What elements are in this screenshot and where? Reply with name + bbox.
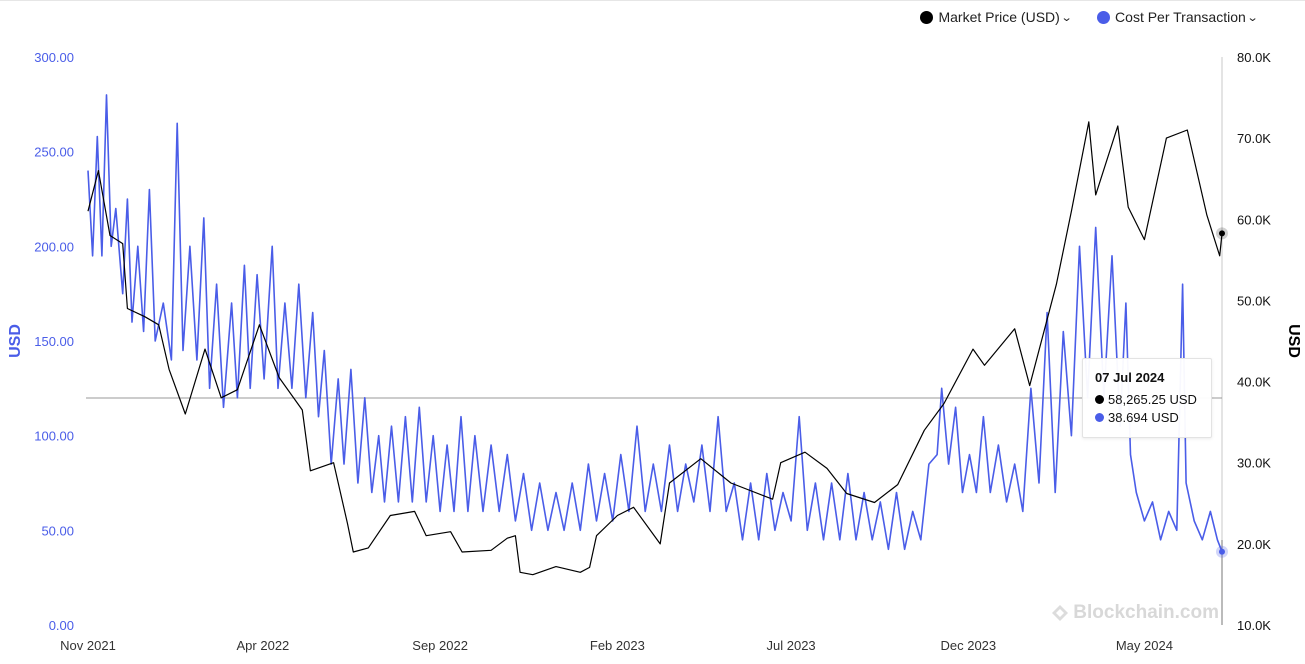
legend-item-market-price[interactable]: Market Price (USD) ⌄ bbox=[920, 9, 1073, 25]
watermark-text: Blockchain.com bbox=[1073, 602, 1219, 623]
y-right-tick-label: 30.0K bbox=[1237, 456, 1271, 471]
y-left-tick-label: 250.00 bbox=[34, 145, 74, 160]
legend-label-cost-per-transaction: Cost Per Transaction bbox=[1115, 9, 1246, 25]
legend-dot-market-price bbox=[920, 10, 934, 24]
tooltip-market-price: 58,265.25 USD bbox=[1108, 392, 1197, 407]
x-tick-label: Sep 2022 bbox=[412, 638, 468, 653]
y-right-tick-label: 80.0K bbox=[1237, 50, 1271, 65]
y-right-tick-label: 40.0K bbox=[1237, 375, 1271, 390]
y-right-tick-label: 60.0K bbox=[1237, 212, 1271, 227]
y-left-tick-label: 0.00 bbox=[49, 618, 74, 633]
x-tick-label: Nov 2021 bbox=[60, 638, 116, 653]
x-tick-label: Apr 2022 bbox=[237, 638, 290, 653]
y-axis-right-label: USD bbox=[1285, 324, 1302, 358]
x-tick-label: Jul 2023 bbox=[767, 638, 816, 653]
blockchain-logo-icon bbox=[1052, 605, 1069, 621]
marker-cost-per-transaction bbox=[1219, 548, 1225, 555]
legend-dot-cost-per-transaction bbox=[1097, 10, 1111, 24]
tooltip-cost-per-tx: 38.694 USD bbox=[1108, 410, 1179, 425]
y-left-tick-label: 150.00 bbox=[34, 334, 74, 349]
y-right-tick-label: 10.0K bbox=[1237, 618, 1271, 633]
marker-market-price bbox=[1219, 230, 1225, 237]
legend-label-market-price: Market Price (USD) bbox=[938, 9, 1060, 25]
y-left-tick-label: 50.00 bbox=[41, 523, 74, 538]
y-left-tick-label: 200.00 bbox=[34, 239, 74, 254]
x-tick-label: May 2024 bbox=[1116, 638, 1173, 653]
x-tick-label: Feb 2023 bbox=[590, 638, 645, 653]
series-line-cost-per-transaction bbox=[87, 94, 1223, 552]
y-axis-left-label: USD bbox=[7, 324, 24, 358]
top-divider bbox=[0, 0, 1305, 1]
tooltip-dot-cost-per-tx bbox=[1095, 413, 1104, 422]
tooltip-row-cost-per-tx: 38.694 USD bbox=[1095, 410, 1179, 425]
series-line-market-price bbox=[87, 121, 1223, 576]
tooltip: 07 Jul 2024 58,265.25 USD 38.694 USD bbox=[1082, 358, 1212, 438]
y-right-tick-label: 20.0K bbox=[1237, 537, 1271, 552]
chevron-down-icon[interactable]: ⌄ bbox=[1246, 11, 1259, 24]
y-left-tick-label: 300.00 bbox=[34, 50, 74, 65]
y-left-tick-label: 100.00 bbox=[34, 429, 74, 444]
watermark: Blockchain.com bbox=[1052, 602, 1219, 624]
tooltip-row-market-price: 58,265.25 USD bbox=[1095, 392, 1197, 407]
legend: Market Price (USD) ⌄ Cost Per Transactio… bbox=[920, 9, 1259, 25]
y-right-tick-label: 50.0K bbox=[1237, 293, 1271, 308]
tooltip-dot-market-price bbox=[1095, 395, 1104, 404]
y-right-tick-label: 70.0K bbox=[1237, 131, 1271, 146]
legend-item-cost-per-transaction[interactable]: Cost Per Transaction ⌄ bbox=[1097, 9, 1259, 25]
chevron-down-icon[interactable]: ⌄ bbox=[1060, 11, 1073, 24]
x-tick-label: Dec 2023 bbox=[940, 638, 996, 653]
tooltip-date: 07 Jul 2024 bbox=[1095, 370, 1165, 385]
